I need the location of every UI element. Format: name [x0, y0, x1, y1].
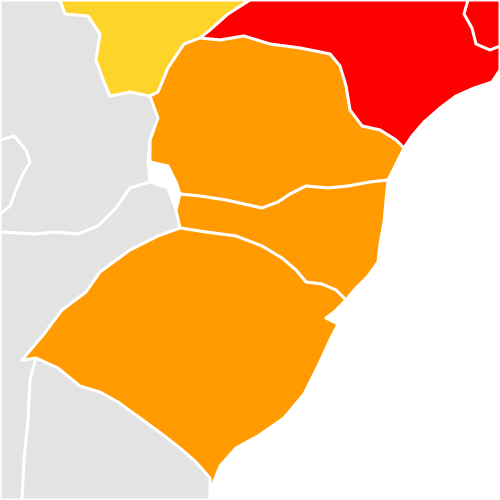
internal-border-line-red	[462, 0, 500, 52]
internal-border-line-south	[20, 356, 38, 500]
internal-border-line	[0, 134, 32, 216]
region-south-southern-state[interactable]	[20, 226, 348, 500]
